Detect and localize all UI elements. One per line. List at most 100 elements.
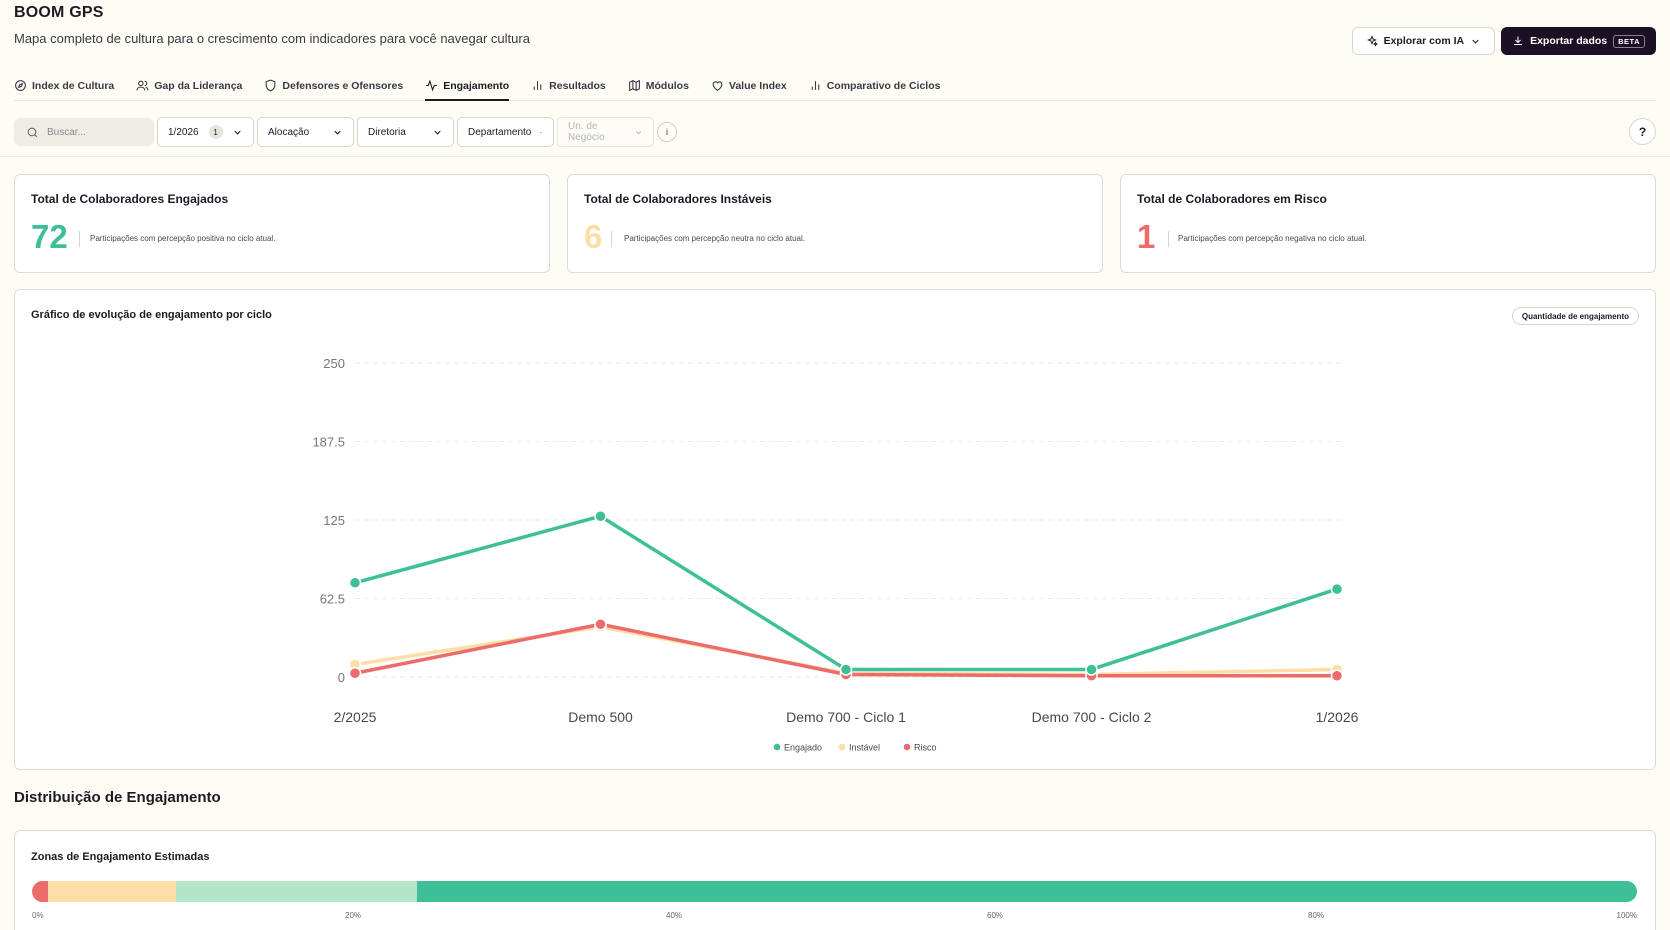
tab-index-de-cultura[interactable]: Index de Cultura xyxy=(14,70,114,101)
alocacao-select[interactable]: Alocação xyxy=(257,117,354,147)
tab-engajamento[interactable]: Engajamento xyxy=(425,70,510,101)
unidade-negocio-label: Un. de Negócio xyxy=(568,121,605,143)
search-placeholder: Buscar... xyxy=(47,126,86,138)
zone-tick-label: 100% xyxy=(1616,911,1637,920)
search-input[interactable]: Buscar... xyxy=(14,118,154,146)
chevron-down-icon xyxy=(334,130,341,135)
departamento-label: Departamento xyxy=(468,126,532,138)
stat-value: 72 xyxy=(31,218,68,255)
engagement-chart-card: 0 62.5 125 187.5 250 2/2025 Demo 500 Demo 700 -… xyxy=(14,289,1656,770)
header-actions: Explorar com IA Exportar dados BETA xyxy=(1351,27,1656,55)
beta-badge: BETA xyxy=(1613,34,1645,48)
tab-label: Módulos xyxy=(645,79,689,92)
y-tick-label: 187.5 xyxy=(312,435,345,450)
zone-segment xyxy=(417,881,1637,902)
legend-marker xyxy=(773,743,781,751)
tab-label: Value Index xyxy=(728,79,787,92)
data-point xyxy=(1085,663,1098,676)
stat-card-engajados: Total de Colaboradores Engajados 72 Part… xyxy=(14,174,550,273)
departamento-select[interactable]: Departamento xyxy=(457,117,554,147)
explore-ai-label: Explorar com IA xyxy=(1383,35,1465,47)
filter-info-icon[interactable]: i xyxy=(657,122,677,142)
legend-label: Engajado xyxy=(784,743,822,753)
stat-value: 1 xyxy=(1137,218,1156,255)
data-point xyxy=(594,617,607,631)
tab-label: Resultados xyxy=(549,79,606,92)
tab-resultados[interactable]: Resultados xyxy=(531,70,606,101)
cycle-value-group: 1/2026 1 xyxy=(168,125,223,139)
zone-tick-label: 40% xyxy=(665,911,683,920)
bar-chart-icon xyxy=(533,81,542,90)
map-icon xyxy=(628,79,640,92)
cycle-count-badge: 1 xyxy=(208,125,223,139)
cycle-value: 1/2026 xyxy=(168,126,199,138)
chevron-down-icon xyxy=(540,131,543,133)
tab-label: Comparativo de Ciclos xyxy=(826,79,941,92)
tab-bar: Index de Cultura Gap da Liderança Defens… xyxy=(14,70,1656,101)
app-subtitle: Mapa completo de cultura para o crescime… xyxy=(14,31,530,46)
bar-chart-icon xyxy=(811,81,819,90)
stat-title: Total de Colaboradores em Risco xyxy=(1137,192,1327,206)
distribution-section-title: Distribuição de Engajamento xyxy=(14,789,221,806)
users-icon xyxy=(136,80,149,91)
tab-label: Index de Cultura xyxy=(32,79,115,92)
chart-title: Gráfico de evolução de engajamento por c… xyxy=(31,309,272,321)
chevron-down-icon xyxy=(1472,39,1479,44)
cycle-select[interactable]: 1/2026 1 xyxy=(157,117,254,147)
legend-marker xyxy=(903,743,911,751)
engagement-line-chart: 0 62.5 125 187.5 250 2/2025 Demo 500 Demo 700 -… xyxy=(312,356,1358,753)
y-tick-label: 125 xyxy=(323,513,345,528)
stat-card-instaveis: Total de Colaboradores Instáveis 6 Parti… xyxy=(567,174,1103,273)
stat-separator xyxy=(1168,231,1169,247)
data-point xyxy=(348,666,362,680)
y-tick-label: 0 xyxy=(338,670,345,685)
x-tick-label: Demo 700 - Ciclo 2 xyxy=(1032,709,1152,725)
section-divider xyxy=(0,156,1670,157)
zones-axis: 0% 20% 40% 60% 80% 100% xyxy=(32,911,1637,923)
zones-card: Zonas de Engajamento Estimadas 0% 20% 40% 6… xyxy=(14,830,1656,930)
stat-description: Participações com percepção neutra no ci… xyxy=(624,234,805,243)
alocacao-label: Alocação xyxy=(268,126,310,138)
zone-tick-label: 80% xyxy=(1307,911,1325,920)
zone-tick-label: 60% xyxy=(986,911,1004,920)
stat-card-risco: Total de Colaboradores em Risco 1 Partic… xyxy=(1120,174,1656,273)
series-line-engajado xyxy=(354,514,1338,672)
explore-ai-button[interactable]: Explorar com IA xyxy=(1351,27,1496,55)
tab-label: Defensores e Ofensores xyxy=(282,79,404,92)
legend-label: Instável xyxy=(849,743,880,753)
tab-defensores-e-ofensores[interactable]: Defensores e Ofensores xyxy=(264,70,403,101)
app-title: BOOM GPS xyxy=(14,4,104,21)
zone-tick-label: 0% xyxy=(32,911,44,920)
zone-segment xyxy=(176,881,418,902)
data-point xyxy=(1330,669,1344,682)
download-icon xyxy=(1514,36,1523,45)
data-point xyxy=(594,509,607,523)
diretoria-select[interactable]: Diretoria xyxy=(357,117,454,147)
zones-title: Zonas de Engajamento Estimadas xyxy=(31,851,210,863)
stat-separator xyxy=(611,231,612,247)
tab-modulos[interactable]: Módulos xyxy=(628,70,689,101)
zone-segment xyxy=(48,881,177,902)
tab-label: Gap da Liderança xyxy=(154,79,243,92)
chevron-down-icon xyxy=(635,130,642,134)
stat-value: 6 xyxy=(584,218,603,255)
tab-comparativo-de-ciclos[interactable]: Comparativo de Ciclos xyxy=(809,70,941,101)
tab-value-index[interactable]: Value Index xyxy=(711,70,787,101)
export-data-button[interactable]: Exportar dados BETA xyxy=(1501,27,1656,55)
chart-metric-chip[interactable]: Quantidade de engajamento xyxy=(1511,307,1639,325)
stat-title: Total de Colaboradores Engajados xyxy=(31,192,229,206)
search-icon xyxy=(27,127,38,137)
x-tick-label: Demo 700 - Ciclo 1 xyxy=(786,709,906,725)
data-point xyxy=(348,576,362,590)
activity-icon xyxy=(426,79,438,92)
help-button[interactable]: ? xyxy=(1629,118,1656,145)
compass-icon xyxy=(15,80,26,91)
zone-tick-label: 20% xyxy=(344,911,362,920)
x-tick-label: 2/2025 xyxy=(334,709,377,725)
page-header: BOOM GPS Mapa completo de cultura para o… xyxy=(14,4,1656,55)
y-tick-label: 62.5 xyxy=(320,592,345,607)
unidade-negocio-select: Un. de Negócio xyxy=(557,117,654,147)
data-point xyxy=(1330,582,1344,596)
diretoria-label: Diretoria xyxy=(368,126,406,138)
tab-gap-da-lideranca[interactable]: Gap da Liderança xyxy=(136,70,242,101)
